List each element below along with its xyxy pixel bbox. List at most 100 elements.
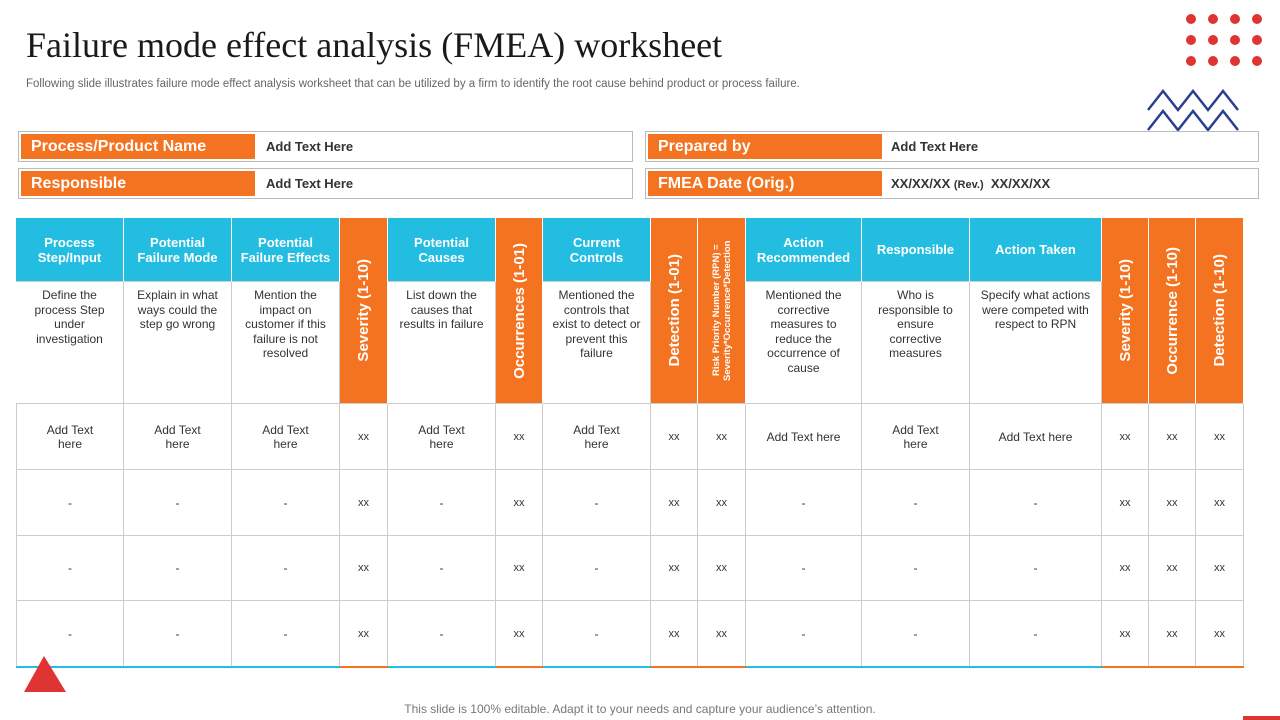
column-description: Mentioned the controls that exist to det… <box>543 282 651 404</box>
column-header: Responsible <box>862 218 970 282</box>
table-cell: - <box>232 536 340 601</box>
column-underline <box>651 666 698 668</box>
column-underline <box>496 666 543 668</box>
column-description: Specify what actions were competed with … <box>970 282 1102 404</box>
table-cell: Add Text here <box>16 404 124 470</box>
column-header: Potential Failure Mode <box>124 218 232 282</box>
column-underline <box>1196 666 1244 668</box>
table-cell: - <box>862 536 970 601</box>
column-underline <box>16 666 124 668</box>
info-value: Add Text Here <box>266 139 354 154</box>
table-cell: - <box>16 536 124 601</box>
table-cell: - <box>388 536 496 601</box>
info-value: XX/XX/XX (Rev.) XX/XX/XX <box>891 176 1050 191</box>
table-cell: xx <box>340 404 388 470</box>
table-cell: - <box>970 536 1102 601</box>
table-cell: xx <box>1102 404 1149 470</box>
column-description: Mention the impact on customer if this f… <box>232 282 340 404</box>
column-underline <box>340 666 388 668</box>
table-cell: - <box>124 536 232 601</box>
decoration <box>1147 14 1262 133</box>
column-header: Action Recommended <box>746 218 862 282</box>
column-header: Potential Causes <box>388 218 496 282</box>
date: XX/XX/XX <box>891 176 951 191</box>
table-cell: xx <box>340 470 388 536</box>
table-cell: xx <box>1149 536 1196 601</box>
table-cell: - <box>232 470 340 536</box>
table-cell: - <box>746 470 862 536</box>
title: Failure mode effect analysis (FMEA) work… <box>26 25 723 65</box>
column-header: Occurrence (1-10) <box>1149 218 1196 404</box>
table-cell: Add Text here <box>746 404 862 470</box>
decoration <box>24 656 66 692</box>
decoration <box>1243 716 1280 720</box>
table-cell: - <box>746 536 862 601</box>
table-cell: - <box>16 470 124 536</box>
table-cell: xx <box>496 404 543 470</box>
info-label: FMEA Date (Orig.) <box>648 171 882 196</box>
table-cell: xx <box>651 404 698 470</box>
vertical-header: Detection (1-10) <box>1211 254 1228 367</box>
vertical-header: Severity (1-10) <box>1116 259 1134 362</box>
table-cell: xx <box>496 470 543 536</box>
table-cell: - <box>970 470 1102 536</box>
table-cell: - <box>746 601 862 667</box>
column-description: Explain in what ways could the step go w… <box>124 282 232 404</box>
table-cell: - <box>970 601 1102 667</box>
column-header: Detection (1-10) <box>1196 218 1244 404</box>
column-underline <box>698 666 746 668</box>
column-header: Current Controls <box>543 218 651 282</box>
column-header: Risk Priority Number (RPN) = Severity*Oc… <box>698 218 746 404</box>
table-cell: xx <box>340 601 388 667</box>
info-box: Prepared by Add Text Here <box>645 131 1259 162</box>
column-underline <box>970 666 1102 668</box>
rev-label: (Rev.) <box>953 179 984 191</box>
column-underline <box>862 666 970 668</box>
table-cell: Add Text here <box>232 404 340 470</box>
column-underline <box>543 666 651 668</box>
column-description: Who is responsible to ensure corrective … <box>862 282 970 404</box>
column-header: Action Taken <box>970 218 1102 282</box>
column-underline <box>1102 666 1149 668</box>
table-cell: Add Text here <box>970 404 1102 470</box>
column-description: Mentioned the corrective measures to red… <box>746 282 862 404</box>
table-cell: xx <box>698 470 746 536</box>
table-cell: - <box>543 536 651 601</box>
table-cell: xx <box>340 536 388 601</box>
table-cell: xx <box>698 601 746 667</box>
table-cell: xx <box>1196 470 1244 536</box>
table-cell: xx <box>651 536 698 601</box>
table-cell: xx <box>651 601 698 667</box>
table-cell: xx <box>1149 601 1196 667</box>
column-description: Define the process Step under investigat… <box>16 282 124 404</box>
info-box: Responsible Add Text Here <box>18 168 633 199</box>
vertical-header: Occurrences (1-01) <box>510 242 528 379</box>
table-cell: - <box>862 470 970 536</box>
info-label: Responsible <box>21 171 255 196</box>
info-box: FMEA Date (Orig.) XX/XX/XX (Rev.) XX/XX/… <box>645 168 1259 199</box>
table-cell: xx <box>1102 601 1149 667</box>
column-underline <box>746 666 862 668</box>
column-header: Severity (1-10) <box>340 218 388 404</box>
column-header: Potential Failure Effects <box>232 218 340 282</box>
column-header: Occurrences (1-01) <box>496 218 543 404</box>
table-cell: Add Text here <box>543 404 651 470</box>
table-cell: xx <box>1149 404 1196 470</box>
subtitle: Following slide illustrates failure mode… <box>26 78 800 90</box>
info-label: Prepared by <box>648 134 882 159</box>
table-cell: xx <box>1196 536 1244 601</box>
table-cell: xx <box>651 470 698 536</box>
table-cell: Add Text here <box>388 404 496 470</box>
column-header: Detection (1-01) <box>651 218 698 404</box>
table-cell: - <box>232 601 340 667</box>
rev-date: XX/XX/XX <box>990 176 1051 191</box>
table-cell: Add Text here <box>124 404 232 470</box>
vertical-header: Severity (1-10) <box>355 259 372 362</box>
table-cell: xx <box>1102 536 1149 601</box>
table-cell: xx <box>496 601 543 667</box>
table-cell: xx <box>1196 404 1244 470</box>
table-cell: - <box>388 470 496 536</box>
info-value: Add Text Here <box>266 176 354 191</box>
table-cell: xx <box>1196 601 1244 667</box>
table-cell: xx <box>1102 470 1149 536</box>
